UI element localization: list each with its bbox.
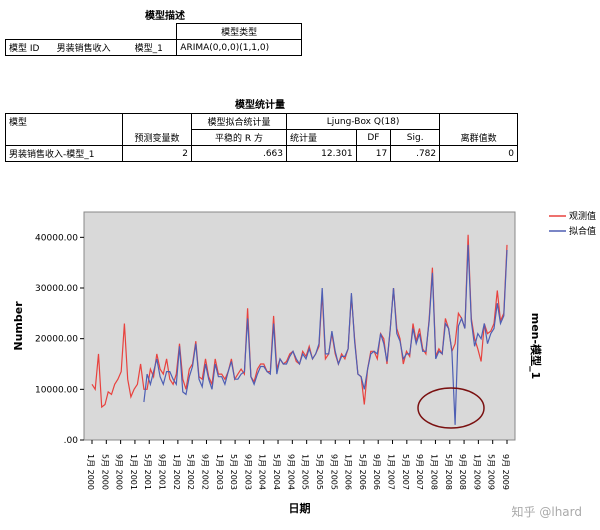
x-tick-label: 9月 2005: [329, 454, 338, 490]
row-predictors: 2: [122, 145, 192, 162]
plot-area: [83, 211, 516, 441]
x-tick-label: 5月 2006: [358, 454, 367, 490]
row-stat: 12.301: [286, 145, 357, 162]
col-sig-header: Sig.: [390, 129, 441, 146]
x-tick-label: 5月 2000: [100, 454, 109, 490]
x-tick-label: 9月 2009: [501, 454, 510, 490]
col-outliers-header: 离群值数: [439, 113, 518, 146]
x-tick-label: 1月 2001: [129, 454, 138, 490]
model-type-value: ARIMA(0,0,0)(1,1,0): [176, 39, 302, 56]
y-tick-label: 40000.00: [35, 233, 78, 243]
row-outliers: 0: [439, 145, 518, 162]
x-tick-label: 1月 2002: [172, 454, 181, 490]
x-tick-label: 9月 2001: [158, 454, 167, 490]
legend-label-1: 拟合值: [569, 225, 596, 237]
model-id-label: 模型 ID: [4, 39, 54, 56]
col-r2-header: 平稳的 R 方: [191, 129, 287, 146]
x-tick-label: 9月 2004: [286, 454, 295, 490]
col-df-header: DF: [355, 129, 392, 146]
x-tick-label: 1月 2009: [472, 454, 481, 490]
series-line-1: [143, 244, 508, 425]
x-tick-label: 5月 2009: [487, 454, 496, 490]
col-stat-header: 统计量: [286, 129, 357, 146]
col-fit-header: 模型拟合统计量: [191, 113, 287, 130]
x-tick-label: 5月 2008: [444, 454, 453, 490]
x-tick-label: 9月 2003: [243, 454, 252, 490]
row-r2: .663: [191, 145, 287, 162]
x-tick-label: 1月 2008: [429, 454, 438, 490]
model-stats-title: 模型统计量: [235, 100, 285, 111]
legend-label-0: 观测值: [569, 210, 596, 222]
col-ljung-header: Ljung-Box Q(18): [285, 113, 441, 130]
x-tick-label: 5月 2007: [401, 454, 410, 490]
x-tick-label: 9月 2002: [200, 454, 209, 490]
time-series-chart: 40000.00 30000.00 20000.00 10000.00 .00 Numbe…: [12, 210, 596, 515]
x-tick-label: 1月 2007: [387, 454, 396, 490]
right-axis-label: men-模型_1: [529, 313, 543, 379]
x-tick-label: 5月 2002: [186, 454, 195, 490]
row-sig: .782: [390, 145, 441, 162]
x-tick-label: 1月 2003: [215, 454, 224, 490]
x-tick-label: 5月 2003: [229, 454, 238, 490]
watermark: 知乎 @lhard: [511, 505, 582, 519]
x-tick-label: 1月 2006: [344, 454, 353, 490]
x-tick-label: 9月 2000: [115, 454, 124, 490]
y-tick-label: 30000.00: [35, 284, 78, 294]
x-tick-label: 9月 2008: [458, 454, 467, 490]
highlight-ellipse: [417, 387, 485, 429]
x-tick-label: 5月 2004: [272, 454, 281, 490]
col-predictors-header: 预测变量数: [122, 113, 192, 146]
row-model: 男装销售收入-模型_1: [5, 145, 123, 162]
model-desc-title: 模型描述: [145, 11, 185, 22]
x-tick-label: 1月 2000: [86, 454, 95, 490]
model-id-name: 男装销售收入: [53, 39, 132, 56]
x-tick-label: 5月 2005: [315, 454, 324, 490]
col-model-header: 模型: [5, 113, 123, 146]
x-tick-label: 1月 2004: [258, 454, 267, 490]
y-axis-label: Number: [12, 301, 25, 351]
y-tick-label: .00: [64, 436, 79, 446]
model-stats-table: 模型 预测变量数 模型拟合统计量 Ljung-Box Q(18) 离群值数 平稳…: [5, 113, 518, 162]
model-desc-table: 模型类型 模型 ID 男装销售收入 模型_1 ARIMA(0,0,0)(1,1,…: [4, 23, 302, 56]
model-id-model: 模型_1: [131, 39, 178, 56]
y-tick-label: 10000.00: [35, 385, 78, 395]
x-tick-label: 9月 2007: [415, 454, 424, 490]
row-df: 17: [355, 145, 392, 162]
x-tick-label: 1月 2005: [301, 454, 310, 490]
x-axis-label: 日期: [289, 501, 311, 515]
x-tick-label: 5月 2001: [143, 454, 152, 490]
x-tick-label: 9月 2006: [372, 454, 381, 490]
model-type-header: 模型类型: [176, 23, 302, 40]
y-tick-label: 20000.00: [35, 335, 78, 345]
